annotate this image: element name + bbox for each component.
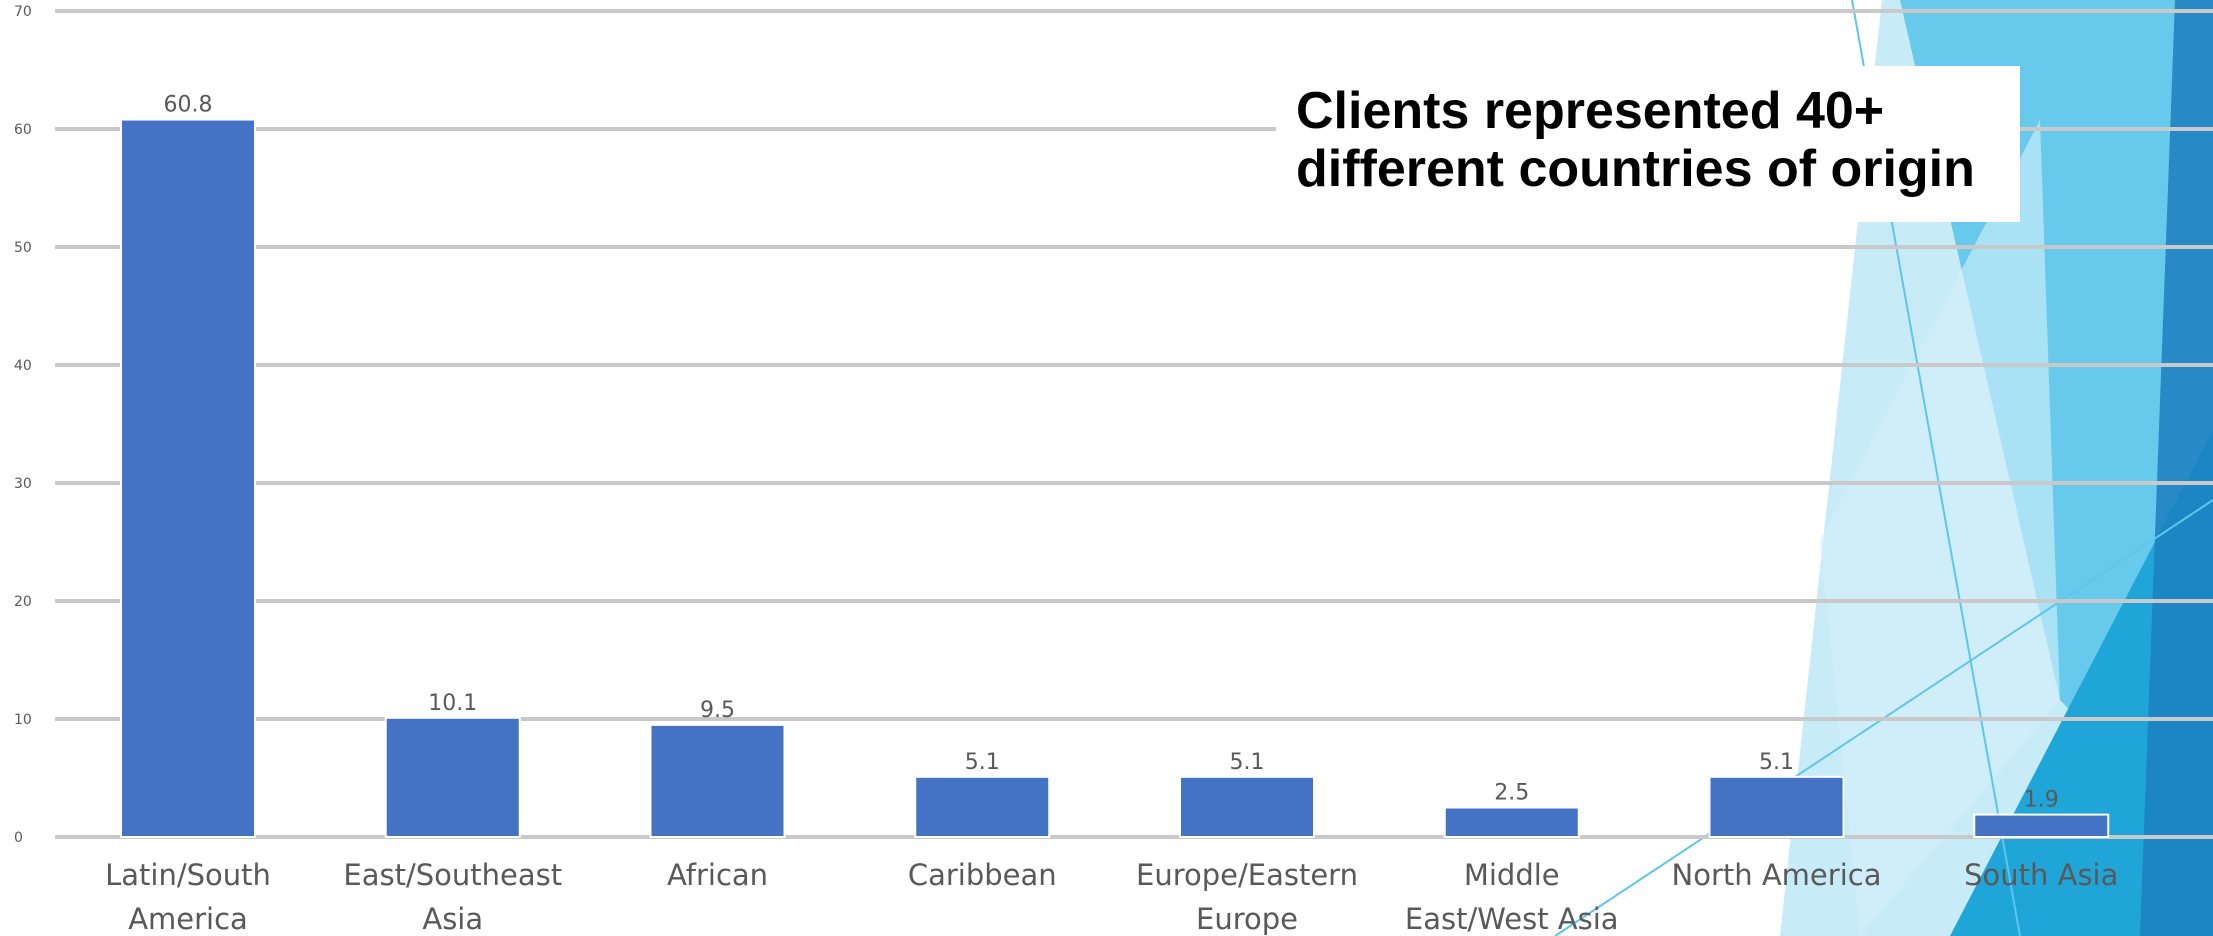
y-tick-label: 40 [14,358,32,374]
x-tick-label: Caribbean [908,858,1057,892]
x-tick-label: Middle [1464,858,1560,892]
bar-value-label: 9.5 [700,698,735,723]
bar [384,716,521,839]
y-tick-label: 30 [14,476,32,492]
bar-value-label: 5.1 [965,750,1000,775]
y-tick-label: 0 [14,830,23,846]
bar-value-label: 10.1 [428,691,477,716]
bar-value-label: 2.5 [1494,781,1529,806]
accent-shape-pale [1820,120,2060,936]
accent-shape-dark [2140,0,2213,936]
y-tick-label: 20 [14,594,32,610]
x-tick-label: Europe [1196,902,1298,936]
y-tick-label: 60 [14,122,32,138]
bar [120,118,256,838]
bar [1973,813,2110,839]
bar [649,723,786,839]
x-tick-label: African [667,858,768,892]
x-tick-label: South Asia [1964,858,2118,892]
callout-line-1: Clients represented 40+ [1296,82,1885,140]
bar-value-label: 60.8 [164,93,213,118]
bar [914,775,1051,839]
x-tick-label: Latin/South [105,858,271,892]
x-tick-label: America [128,902,248,936]
y-tick-label: 10 [14,712,32,728]
callout-heading: Clients represented 40+ different countr… [1296,82,2016,198]
x-tick-label: Europe/Eastern [1136,858,1358,892]
bar-value-label: 5.1 [1230,750,1265,775]
callout-line-2: different countries of origin [1296,140,1975,198]
callout-box: Clients represented 40+ different countr… [1276,66,2020,222]
x-tick-label: North America [1672,858,1882,892]
bar-value-label: 1.9 [2024,788,2059,813]
bar [1708,775,1845,839]
bar [1179,775,1315,839]
bar-value-label: 5.1 [1759,750,1794,775]
y-tick-label: 70 [14,4,32,20]
bar [1443,806,1580,838]
x-tick-label: East/West Asia [1405,902,1619,936]
x-tick-label: East/Southeast [343,858,562,892]
y-tick-label: 50 [14,240,32,256]
x-tick-label: Asia [422,902,483,936]
